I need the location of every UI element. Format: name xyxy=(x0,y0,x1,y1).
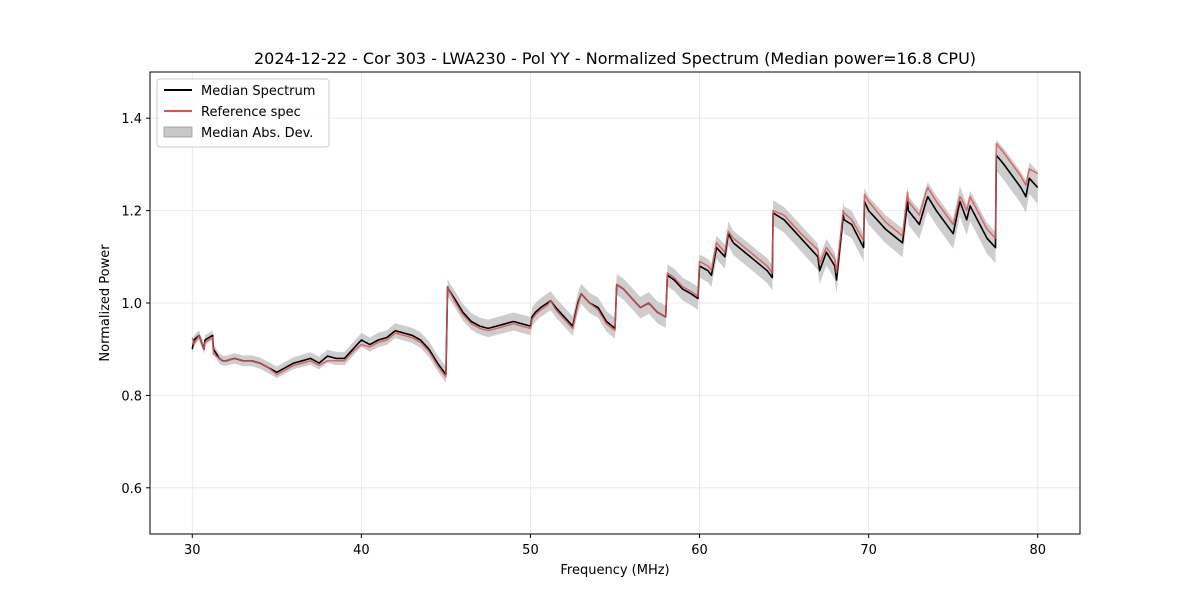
x-tick-label: 40 xyxy=(353,543,370,558)
median-spectrum-line xyxy=(191,154,1039,376)
y-tick-label: 0.6 xyxy=(121,482,142,497)
mad-band-area xyxy=(192,139,1038,383)
legend-mad-swatch xyxy=(163,126,193,138)
y-tick-label: 1.0 xyxy=(121,297,142,312)
legend-label: Reference spec xyxy=(201,105,301,120)
y-tick-label: 1.2 xyxy=(121,205,142,220)
chart-title: 2024-12-22 - Cor 303 - LWA230 - Pol YY -… xyxy=(254,49,976,68)
legend-box xyxy=(156,78,330,148)
x-tick-label: 70 xyxy=(860,543,877,558)
y-tick-label: 1.4 xyxy=(121,112,142,127)
y-axis-label: Normalized Power xyxy=(98,244,113,362)
x-tick-label: 30 xyxy=(184,543,201,558)
plot-area: 30 40 50 60 70 80 0.6 0.8 1.0 1.2 1.4 Median Spectr… xyxy=(121,71,1081,558)
legend: Median Spectrum Reference spec Median Abs.… xyxy=(156,78,330,148)
x-tick-label: 80 xyxy=(1029,543,1046,558)
x-tick-label: 50 xyxy=(522,543,539,558)
x-axis-label: Frequency (MHz) xyxy=(560,563,669,578)
y-tick-label: 0.8 xyxy=(121,389,142,404)
reference-spectrum-line xyxy=(191,142,1039,378)
legend-label: Median Abs. Dev. xyxy=(201,126,313,141)
legend-label: Median Spectrum xyxy=(201,84,315,99)
x-tick-label: 60 xyxy=(691,543,708,558)
